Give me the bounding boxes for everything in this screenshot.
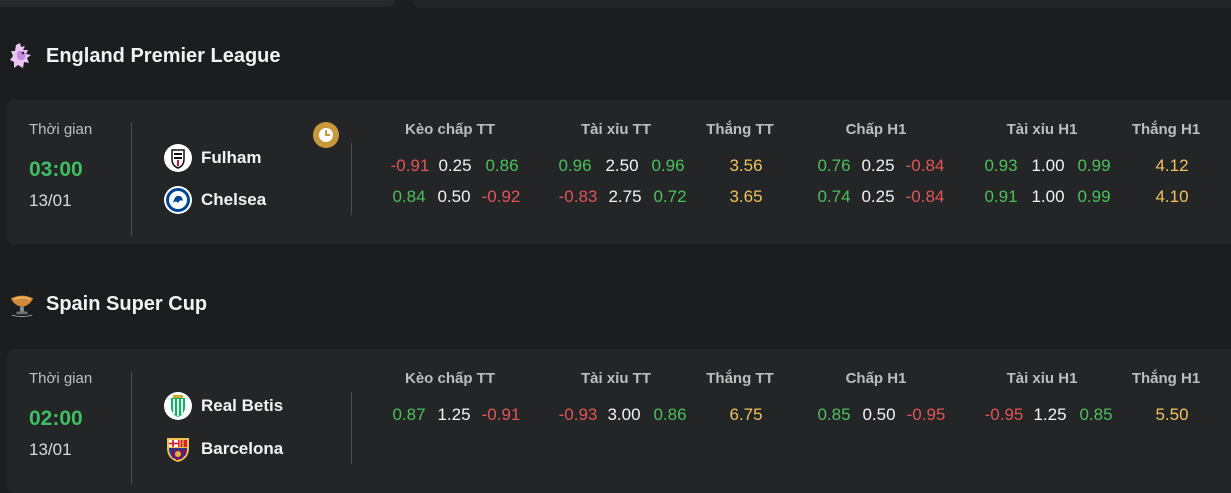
- divider: [131, 122, 132, 236]
- odd-ou-h1-under[interactable]: 0.99: [1077, 187, 1111, 206]
- odd-ou-h1-over[interactable]: 0.91: [984, 187, 1018, 206]
- odd-win-h1[interactable]: 5.50: [1155, 405, 1189, 424]
- odd-handicap-ft-line: 1.25: [437, 405, 471, 424]
- time-label: Thời gian: [29, 370, 93, 387]
- odd-handicap-h1-line: 0.25: [861, 156, 895, 175]
- odd-win-ft[interactable]: 6.75: [729, 405, 763, 424]
- barcelona-crest-icon: [163, 434, 193, 464]
- odd-ou-h1-line: 1.00: [1031, 156, 1065, 175]
- header-handicap-h1: Chấp H1: [845, 370, 907, 387]
- header-win-h1: Thắng H1: [1131, 370, 1201, 387]
- odd-handicap-h1-home[interactable]: 0.76: [817, 156, 851, 175]
- match-date: 13/01: [29, 440, 72, 459]
- team-home[interactable]: Real Betis: [163, 391, 283, 421]
- odd-handicap-ft-away[interactable]: -0.92: [481, 187, 521, 206]
- premier-league-lion-icon: [8, 42, 36, 70]
- team-name: Chelsea: [201, 190, 267, 209]
- match-card-fulham-chelsea[interactable]: Thời gian 03:00 13/01 Fulham Chelsea: [7, 100, 1231, 244]
- odd-ou-ft-line: 3.00: [607, 405, 641, 424]
- match-time: 02:00: [29, 407, 83, 430]
- odd-win-h1[interactable]: 4.10: [1155, 187, 1189, 206]
- fulham-crest-icon: [163, 143, 193, 173]
- real-betis-crest-icon: [163, 391, 193, 421]
- odd-handicap-h1-line: 0.50: [862, 405, 896, 424]
- odd-ou-ft-under[interactable]: 0.86: [653, 405, 687, 424]
- odd-handicap-ft-line: 0.25: [438, 156, 472, 175]
- league-title: Spain Super Cup: [46, 292, 208, 315]
- odd-ou-h1-line: 1.25: [1033, 405, 1067, 424]
- odd-handicap-h1-line: 0.25: [861, 187, 895, 206]
- odd-handicap-h1-away[interactable]: -0.84: [905, 156, 945, 175]
- odd-ou-ft-under[interactable]: 0.72: [653, 187, 687, 206]
- odd-handicap-ft-away[interactable]: -0.91: [481, 405, 521, 424]
- odd-ou-ft-over[interactable]: -0.83: [558, 187, 598, 206]
- odd-handicap-h1-home[interactable]: 0.74: [817, 187, 851, 206]
- odd-win-ft[interactable]: 3.65: [729, 187, 763, 206]
- match-card-real-betis-barcelona[interactable]: Thời gian 02:00 13/01 Real Betis: [7, 349, 1231, 493]
- team-away[interactable]: Chelsea: [163, 185, 266, 215]
- odd-handicap-ft-home[interactable]: 0.84: [392, 187, 426, 206]
- team-name: Real Betis: [201, 396, 284, 415]
- team-name: Fulham: [201, 148, 262, 167]
- league-title: England Premier League: [46, 44, 281, 67]
- time-label: Thời gian: [29, 121, 93, 138]
- clock-icon[interactable]: [313, 122, 339, 148]
- header-win-h1: Thắng H1: [1131, 121, 1201, 138]
- odd-handicap-ft-away[interactable]: 0.86: [485, 156, 519, 175]
- odd-ou-ft-under[interactable]: 0.96: [651, 156, 685, 175]
- header-ou-h1: Tài xỉu H1: [1006, 370, 1078, 387]
- odd-ou-h1-over[interactable]: 0.93: [984, 156, 1018, 175]
- league-header-premier-league[interactable]: England Premier League: [8, 42, 281, 70]
- odd-ou-h1-under[interactable]: 0.99: [1077, 156, 1111, 175]
- odd-handicap-h1-away[interactable]: -0.84: [905, 187, 945, 206]
- top-panel-right: [412, 0, 1231, 8]
- team-away[interactable]: Barcelona: [163, 434, 283, 464]
- odd-win-h1[interactable]: 4.12: [1155, 156, 1189, 175]
- divider: [131, 371, 132, 485]
- odd-handicap-ft-home[interactable]: 0.87: [392, 405, 426, 424]
- odd-handicap-h1-away[interactable]: -0.95: [906, 405, 946, 424]
- odd-ou-h1-under[interactable]: 0.85: [1079, 405, 1113, 424]
- odd-ou-h1-over[interactable]: -0.95: [984, 405, 1024, 424]
- odd-win-ft[interactable]: 3.56: [729, 156, 763, 175]
- header-handicap-h1: Chấp H1: [845, 121, 907, 138]
- odd-ou-h1-line: 1.00: [1031, 187, 1065, 206]
- divider: [351, 143, 352, 215]
- league-header-spain-super-cup[interactable]: Spain Super Cup: [8, 290, 207, 318]
- header-ou-ft: Tài xỉu TT: [580, 370, 652, 387]
- odd-handicap-h1-home[interactable]: 0.85: [817, 405, 851, 424]
- header-win-ft: Thắng TT: [706, 121, 774, 138]
- odd-ou-ft-line: 2.75: [608, 187, 642, 206]
- header-ou-h1: Tài xỉu H1: [1006, 121, 1078, 138]
- header-handicap-ft: Kèo chấp TT: [404, 121, 496, 138]
- match-time: 03:00: [29, 158, 83, 181]
- odd-ou-ft-over[interactable]: -0.93: [558, 405, 598, 424]
- chelsea-crest-icon: [163, 185, 193, 215]
- team-name: Barcelona: [201, 439, 284, 458]
- header-handicap-ft: Kèo chấp TT: [404, 370, 496, 387]
- odd-ou-ft-line: 2.50: [605, 156, 639, 175]
- match-date: 13/01: [29, 191, 72, 210]
- divider: [351, 392, 352, 464]
- odd-handicap-ft-line: 0.50: [437, 187, 471, 206]
- team-home[interactable]: Fulham: [163, 143, 261, 173]
- top-panel-left: [0, 0, 395, 7]
- header-win-ft: Thắng TT: [706, 370, 774, 387]
- super-cup-trophy-icon: [8, 290, 36, 318]
- header-ou-ft: Tài xỉu TT: [580, 121, 652, 138]
- odd-ou-ft-over[interactable]: 0.96: [558, 156, 592, 175]
- odd-handicap-ft-home[interactable]: -0.91: [390, 156, 430, 175]
